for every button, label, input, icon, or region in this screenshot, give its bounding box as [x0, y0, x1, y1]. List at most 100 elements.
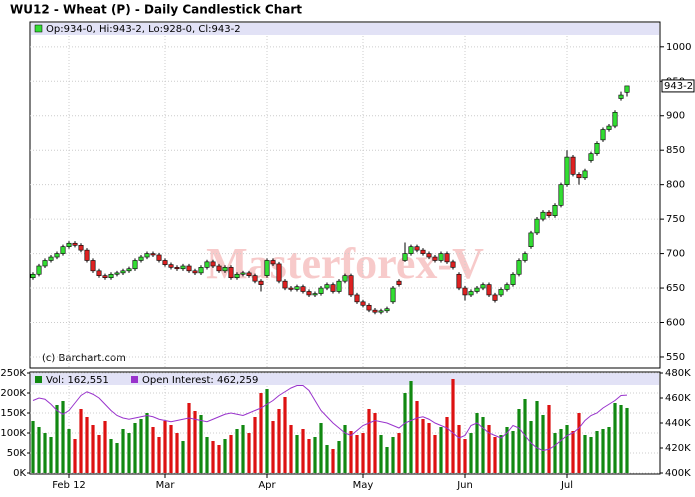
volume-bar [325, 445, 329, 473]
volume-bar [571, 431, 575, 473]
candle-body [612, 111, 618, 127]
candle-body [192, 270, 198, 274]
volume-bar [613, 403, 617, 473]
volume-bar [49, 437, 53, 473]
volume-bar [169, 425, 173, 473]
volume-bar [133, 423, 137, 473]
candle-body [180, 265, 186, 270]
candle-body [300, 286, 306, 292]
y-tick-label: 850 [666, 145, 685, 156]
volume-bar [427, 423, 431, 473]
candle-body [126, 268, 132, 272]
volume-tick-label: 150K [0, 408, 26, 419]
volume-bar [475, 413, 479, 473]
y-tick-label: 550 [666, 352, 685, 363]
candle-body [48, 256, 54, 261]
candle-body [576, 174, 582, 179]
legend-band [31, 23, 659, 35]
volume-bar [31, 421, 35, 473]
volume-bar [181, 441, 185, 473]
candle-body [624, 85, 630, 93]
volume-bar [541, 415, 545, 473]
candle-body [54, 253, 60, 258]
candle-body [288, 287, 294, 290]
volume-bar [559, 429, 563, 473]
volume-bar [379, 435, 383, 473]
candle-body [342, 275, 348, 282]
candle-body [366, 304, 372, 311]
volume-tick-label: 250K [0, 368, 26, 379]
volume-bar [175, 433, 179, 473]
candle-body [486, 284, 492, 296]
candle-body [462, 287, 468, 296]
candle-body [168, 264, 174, 268]
price-legend: Op:934-0, Hi:943-2, Lo:928-0, Cl:943-2 [46, 24, 241, 35]
candle-body [492, 294, 498, 301]
last-price-box [661, 79, 695, 93]
candle-body [558, 184, 564, 206]
volume-bar [199, 415, 203, 473]
candle-body [372, 309, 378, 313]
volume-bar [187, 403, 191, 473]
volume-bar [91, 425, 95, 473]
candle-body [456, 273, 462, 289]
candle-body [294, 286, 300, 290]
volume-bar [361, 433, 365, 473]
volume-bar [445, 417, 449, 473]
y-tick-label: 600 [666, 318, 685, 329]
candle-body [324, 284, 330, 289]
volume-bar [499, 435, 503, 473]
volume-bar [481, 417, 485, 473]
volume-legend: Vol: 162,551 [46, 375, 109, 386]
volume-bar [205, 437, 209, 473]
candle-body [240, 272, 246, 275]
volume-bar [535, 401, 539, 473]
candle-body [318, 287, 324, 294]
volume-bar [271, 421, 275, 473]
volume-bar [505, 427, 509, 473]
candle-body [540, 211, 546, 220]
volume-bar [211, 441, 215, 473]
candle-body [84, 249, 90, 261]
volume-bar [511, 431, 515, 473]
volume-bar [463, 439, 467, 473]
volume-bar [607, 427, 611, 473]
candle-body [252, 275, 258, 282]
candle-body [150, 253, 156, 256]
volume-bar [331, 449, 335, 473]
candle-body [588, 153, 594, 161]
candle-body [270, 260, 276, 265]
volume-bar [451, 379, 455, 473]
candle-body [414, 246, 420, 251]
volume-bar [493, 437, 497, 473]
volume-bar [421, 419, 425, 473]
x-tick-label: Mar [156, 480, 176, 491]
volume-bar [577, 413, 581, 473]
candle-body [30, 273, 36, 279]
volume-bar [289, 425, 293, 473]
candle-body [594, 143, 600, 154]
candle-body [132, 260, 138, 270]
volume-bar [319, 423, 323, 473]
candle-body [306, 291, 312, 296]
oi-tick-label: 460K [665, 393, 691, 404]
x-tick-label: Feb 12 [52, 480, 86, 491]
candle-body [516, 260, 522, 275]
volume-bar [547, 405, 551, 473]
candle-body [468, 291, 474, 296]
volume-bar [265, 389, 269, 473]
volume-bar [97, 435, 101, 473]
candle-body [228, 267, 234, 279]
volume-bar [313, 437, 317, 473]
volume-bar [157, 437, 161, 473]
candle-body [174, 267, 180, 270]
volume-bar [103, 421, 107, 473]
candle-body [156, 254, 162, 261]
oi-legend: Open Interest: 462,259 [142, 375, 258, 386]
volume-bar [409, 381, 413, 473]
volume-bar [583, 435, 587, 473]
volume-bar [79, 409, 83, 473]
candle-body [390, 287, 396, 303]
volume-bar [193, 411, 197, 473]
candle-body [60, 246, 66, 254]
